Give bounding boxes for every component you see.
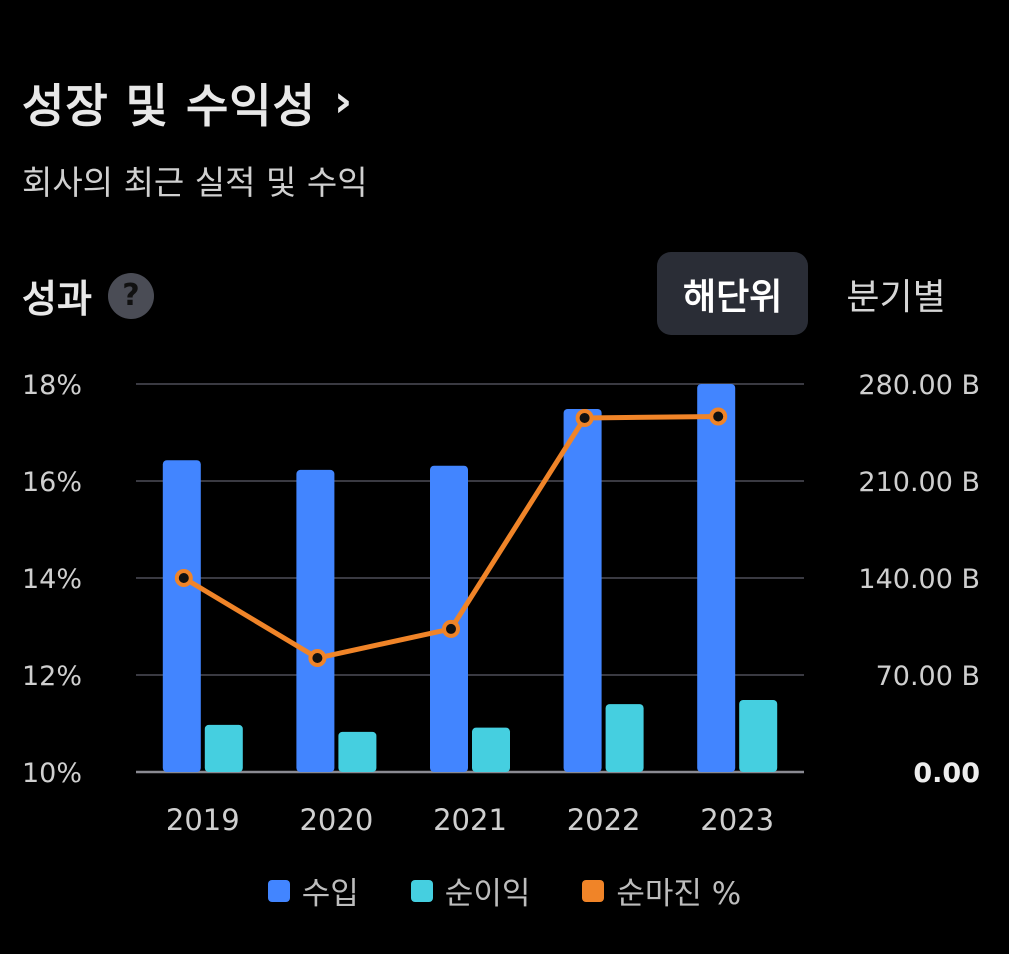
net-income-bar xyxy=(472,727,510,772)
x-tick-label: 2023 xyxy=(700,803,774,837)
net-margin-point xyxy=(308,649,327,668)
y-left-tick-label: 16% xyxy=(22,467,82,498)
legend-swatch-net-margin xyxy=(582,879,605,902)
chart-legend: 수입 순이익 순마진 % xyxy=(0,868,1009,913)
net-margin-point xyxy=(709,407,728,426)
y-left-tick-label: 14% xyxy=(22,564,82,595)
x-tick-label: 2019 xyxy=(166,803,240,837)
y-right-tick-label: 140.00 B xyxy=(858,564,980,595)
section-header-link[interactable]: 성장 및 수익성 › xyxy=(22,70,352,136)
net-income-bar xyxy=(338,731,377,772)
y-left-tick-label: 10% xyxy=(22,758,82,789)
period-toggle: 해단위 분기별 xyxy=(657,252,972,335)
revenue-bar xyxy=(430,465,468,772)
question-circle-icon[interactable]: ? xyxy=(107,272,154,319)
x-tick-label: 2020 xyxy=(299,803,373,837)
page-title: 성장 및 수익성 xyxy=(22,79,316,133)
y-right-tick-label: 70.00 B xyxy=(876,661,980,692)
revenue-bar xyxy=(563,408,602,772)
revenue-bar xyxy=(697,384,736,772)
legend-item-net-margin: 순마진 % xyxy=(582,868,741,913)
y-right-tick-label: 280.00 B xyxy=(858,370,980,401)
x-tick-label: 2022 xyxy=(567,803,641,837)
net-income-bar xyxy=(204,724,243,772)
legend-item-net-income: 순이익 xyxy=(410,868,531,913)
performance-heading: 성과 ? xyxy=(22,268,154,323)
x-tick-label: 2021 xyxy=(433,803,507,837)
net-income-bar xyxy=(739,699,778,772)
section-title: 성과 xyxy=(22,277,92,321)
y-left-tick-label: 12% xyxy=(22,661,82,692)
legend-label: 순마진 % xyxy=(616,876,742,912)
y-right-tick-label: 210.00 B xyxy=(858,467,980,498)
legend-swatch-net-income xyxy=(410,879,433,902)
chevron-right-icon: › xyxy=(333,75,353,127)
legend-label: 순이익 xyxy=(444,876,531,912)
net-margin-point xyxy=(174,569,193,587)
legend-label: 수입 xyxy=(301,876,359,912)
revenue-bar xyxy=(296,469,335,772)
legend-swatch-revenue xyxy=(267,879,290,902)
net-margin-point xyxy=(575,408,594,427)
revenue-bar xyxy=(162,460,201,772)
annual-toggle-button[interactable]: 해단위 xyxy=(657,252,809,335)
net-income-bar xyxy=(605,704,644,772)
legend-item-revenue: 수입 xyxy=(267,868,359,913)
page-subtitle: 회사의 최근 실적 및 수익 xyxy=(22,163,368,202)
quarterly-toggle-button[interactable]: 분기별 xyxy=(846,276,946,318)
net-margin-point xyxy=(442,619,460,638)
y-left-tick-label: 18% xyxy=(22,370,82,401)
y-right-tick-label: 0.00 xyxy=(913,758,980,789)
